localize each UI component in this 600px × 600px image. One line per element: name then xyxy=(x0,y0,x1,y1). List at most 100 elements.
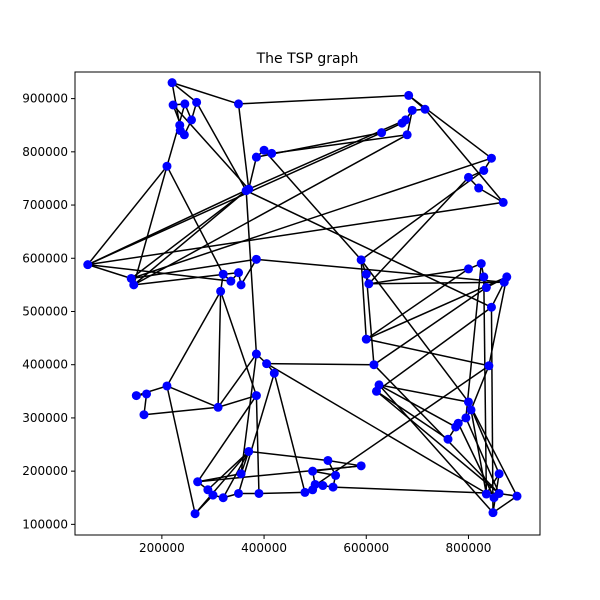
tsp-node xyxy=(420,104,430,114)
tsp-node xyxy=(251,152,261,162)
tsp-edge xyxy=(245,189,492,308)
tsp-edge xyxy=(87,263,231,282)
tsp-edge xyxy=(365,274,375,365)
tsp-node xyxy=(361,334,371,344)
x-tick-label: 200000 xyxy=(139,541,185,555)
tsp-node xyxy=(397,118,407,128)
tsp-edge xyxy=(240,258,258,286)
tsp-edge xyxy=(197,395,258,483)
tsp-node xyxy=(328,482,338,492)
tsp-edge xyxy=(130,190,247,280)
tsp-node xyxy=(129,280,139,290)
x-tick-label: 600000 xyxy=(343,541,389,555)
tsp-edge xyxy=(87,201,504,266)
tsp-node xyxy=(218,493,228,503)
plot-frame xyxy=(74,71,541,536)
y-tick-label: 100000 xyxy=(22,517,68,531)
tsp-edge xyxy=(248,450,329,462)
tsp-node xyxy=(369,360,379,370)
tsp-node xyxy=(168,100,178,110)
tsp-node xyxy=(193,477,203,487)
tsp-edge xyxy=(256,131,382,158)
tsp-node xyxy=(216,286,226,296)
tsp-edge xyxy=(258,491,305,495)
tsp-node xyxy=(83,260,93,270)
tsp-edge xyxy=(378,384,494,514)
tsp-node xyxy=(234,268,244,278)
tsp-node xyxy=(254,488,264,498)
tsp-node xyxy=(323,455,333,465)
tsp-edge xyxy=(273,373,306,493)
tsp-node xyxy=(512,491,522,501)
tsp-edge xyxy=(376,390,500,495)
tsp-node xyxy=(234,488,244,498)
tsp-edge xyxy=(143,406,219,416)
tsp-node xyxy=(407,105,417,115)
tsp-edge xyxy=(217,394,257,408)
y-tick-label: 400000 xyxy=(22,358,68,372)
tsp-edge xyxy=(327,459,362,467)
tsp-node xyxy=(262,359,272,369)
tsp-edge xyxy=(255,395,260,494)
tsp-edge xyxy=(207,450,250,491)
tsp-edge xyxy=(133,190,247,286)
tsp-edge xyxy=(376,306,492,392)
tsp-edge xyxy=(166,290,222,387)
tsp-node xyxy=(451,422,461,432)
tsp-node xyxy=(476,259,486,269)
tsp-node xyxy=(236,469,246,479)
tsp-edge xyxy=(237,103,250,190)
tsp-edge xyxy=(365,268,469,340)
tsp-node xyxy=(479,165,489,175)
tsp-node xyxy=(481,489,491,499)
tsp-edge xyxy=(424,108,504,203)
y-tick-label: 800000 xyxy=(22,145,68,159)
tsp-node xyxy=(251,349,261,359)
tsp-node xyxy=(269,368,279,378)
tsp-node xyxy=(443,434,453,444)
tsp-node xyxy=(241,186,251,196)
tsp-node xyxy=(131,391,141,401)
tsp-edge xyxy=(219,291,258,396)
tsp-edge xyxy=(171,82,198,103)
tsp-node xyxy=(481,283,491,293)
tsp-node xyxy=(364,279,374,289)
y-tick-label: 300000 xyxy=(22,411,68,425)
tsp-node xyxy=(499,277,509,287)
tsp-edge xyxy=(465,417,500,494)
tsp-node xyxy=(463,397,473,407)
tsp-node xyxy=(139,410,149,420)
tsp-edge xyxy=(87,263,132,280)
tsp-node xyxy=(486,302,496,312)
tsp-edge xyxy=(376,390,449,440)
tsp-edge xyxy=(194,450,250,515)
tsp-edge xyxy=(166,385,196,514)
tsp-edge xyxy=(266,362,495,499)
tsp-node xyxy=(371,386,381,396)
tsp-node xyxy=(474,183,484,193)
tsp-edge xyxy=(240,353,258,474)
tsp-edge xyxy=(217,353,258,408)
tsp-edge xyxy=(256,258,505,283)
tsp-edge xyxy=(172,104,250,190)
tsp-node xyxy=(498,197,508,207)
tsp-edge xyxy=(378,384,469,403)
tsp-edge xyxy=(373,364,500,495)
tsp-edge xyxy=(133,165,168,286)
tsp-node xyxy=(259,145,269,155)
x-axis: 200000 400000 600000 800000 xyxy=(139,535,491,555)
tsp-edge xyxy=(166,103,186,167)
tsp-node xyxy=(251,254,261,264)
tsp-node xyxy=(461,413,471,423)
tsp-edge xyxy=(238,94,409,105)
tsp-edge xyxy=(136,385,168,397)
tsp-node xyxy=(356,255,366,265)
tsp-node xyxy=(142,389,152,399)
tsp-node xyxy=(318,481,328,491)
tsp-node xyxy=(213,402,223,412)
tsp-node xyxy=(308,466,318,476)
tsp-node xyxy=(167,78,177,88)
tsp-node xyxy=(404,90,414,100)
tsp-node xyxy=(300,487,310,497)
tsp-node xyxy=(463,264,473,274)
